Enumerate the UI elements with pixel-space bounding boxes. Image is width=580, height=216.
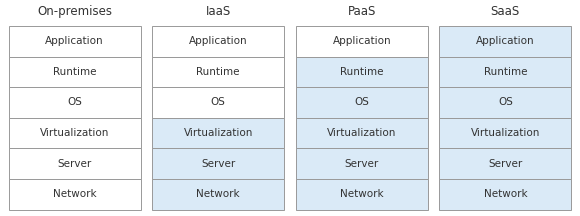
Bar xyxy=(296,57,427,87)
Bar xyxy=(9,57,140,87)
Text: SaaS: SaaS xyxy=(491,5,520,18)
Text: Virtualization: Virtualization xyxy=(40,128,110,138)
Text: Application: Application xyxy=(45,36,104,46)
Text: Application: Application xyxy=(189,36,248,46)
Text: OS: OS xyxy=(67,97,82,107)
Text: Runtime: Runtime xyxy=(484,67,527,77)
Text: On-premises: On-premises xyxy=(37,5,112,18)
Bar xyxy=(9,179,140,210)
Bar xyxy=(152,26,284,57)
Text: Network: Network xyxy=(340,189,383,199)
Text: Runtime: Runtime xyxy=(340,67,383,77)
Bar xyxy=(440,118,571,148)
Text: Runtime: Runtime xyxy=(197,67,240,77)
Bar xyxy=(152,87,284,118)
Bar xyxy=(440,57,571,87)
Text: OS: OS xyxy=(211,97,226,107)
Text: OS: OS xyxy=(354,97,369,107)
Bar xyxy=(9,148,140,179)
Bar xyxy=(440,148,571,179)
Text: Virtualization: Virtualization xyxy=(470,128,540,138)
Bar xyxy=(152,118,284,148)
Text: Server: Server xyxy=(57,159,92,169)
Bar xyxy=(9,118,140,148)
Text: Application: Application xyxy=(332,36,391,46)
Bar xyxy=(9,87,140,118)
Bar xyxy=(152,57,284,87)
Text: Server: Server xyxy=(345,159,379,169)
Text: IaaS: IaaS xyxy=(205,5,231,18)
Text: Virtualization: Virtualization xyxy=(327,128,397,138)
Bar xyxy=(152,148,284,179)
Bar xyxy=(296,179,427,210)
Bar xyxy=(440,87,571,118)
Text: PaaS: PaaS xyxy=(347,5,376,18)
Text: Server: Server xyxy=(488,159,523,169)
Bar xyxy=(440,26,571,57)
Text: Virtualization: Virtualization xyxy=(183,128,253,138)
Bar xyxy=(296,118,427,148)
Text: Network: Network xyxy=(197,189,240,199)
Text: Runtime: Runtime xyxy=(53,67,96,77)
Text: Network: Network xyxy=(53,189,96,199)
Text: Application: Application xyxy=(476,36,535,46)
Text: Server: Server xyxy=(201,159,235,169)
Bar xyxy=(296,148,427,179)
Bar xyxy=(440,179,571,210)
Bar xyxy=(9,26,140,57)
Bar xyxy=(296,26,427,57)
Bar xyxy=(152,179,284,210)
Text: OS: OS xyxy=(498,97,513,107)
Bar xyxy=(296,87,427,118)
Text: Network: Network xyxy=(484,189,527,199)
